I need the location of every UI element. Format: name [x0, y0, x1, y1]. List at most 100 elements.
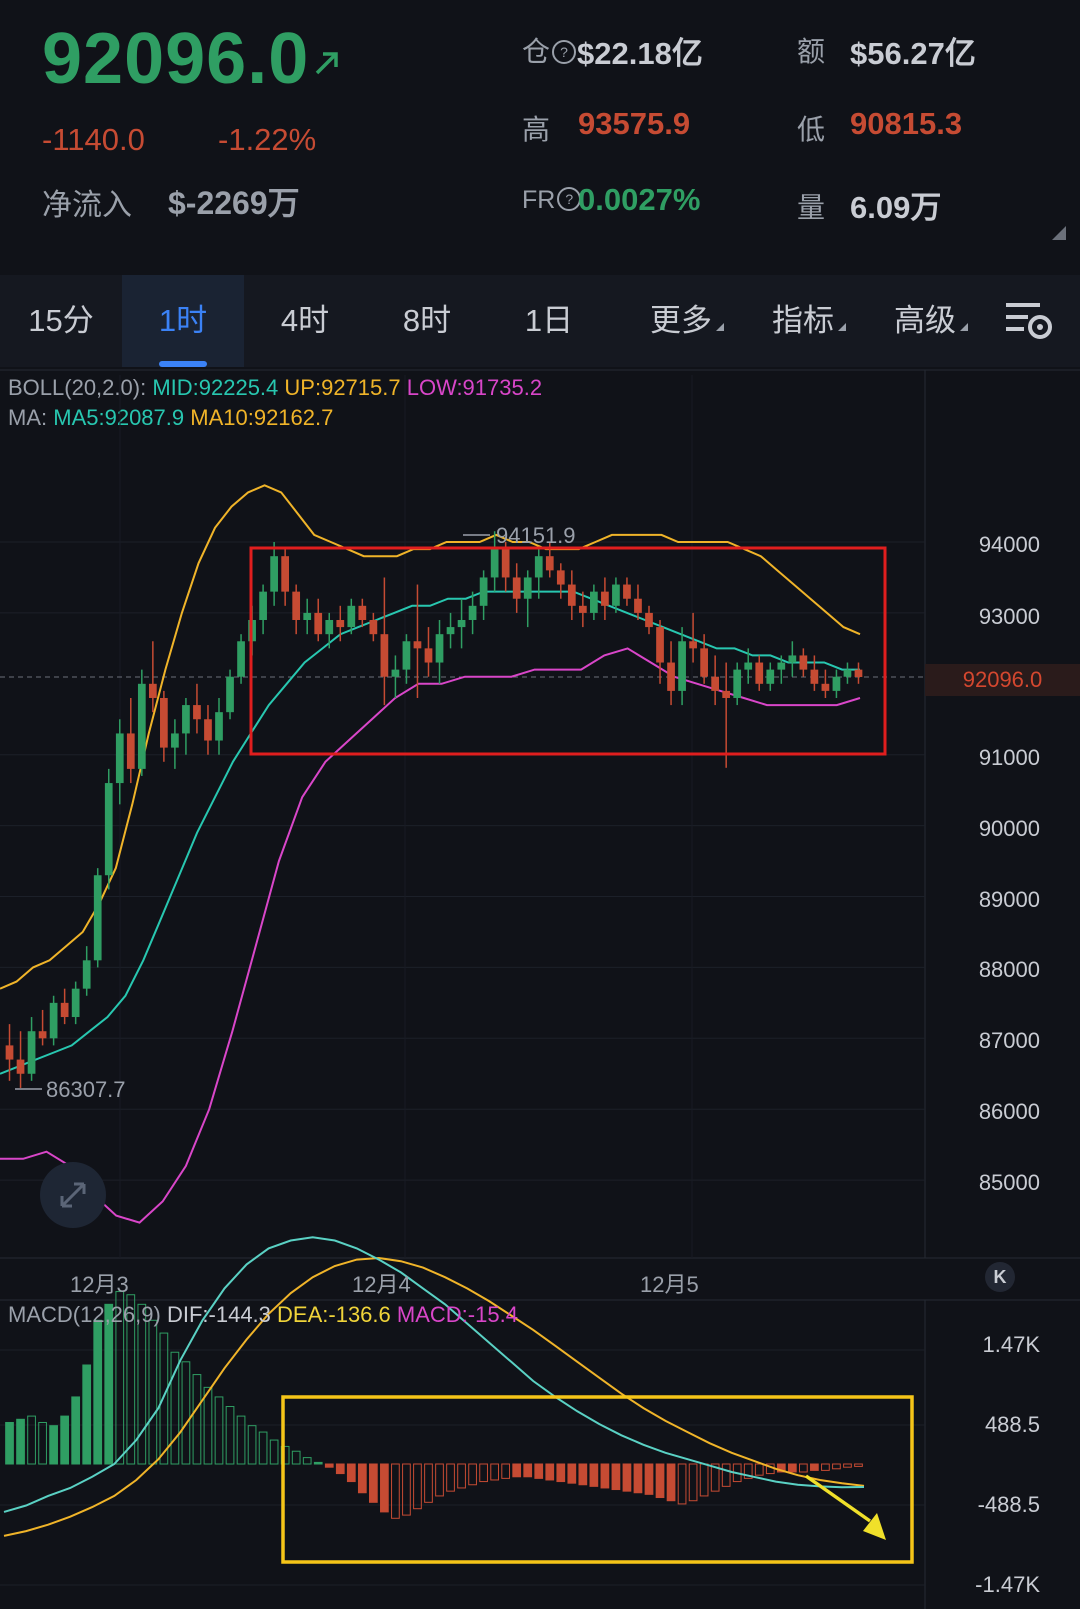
tab-8h[interactable]: 8时 — [402, 303, 452, 338]
candle-body — [821, 683, 830, 691]
candle-body — [292, 591, 301, 620]
candle-body — [215, 712, 223, 741]
open-interest-label: 仓? — [522, 30, 577, 70]
macd-histogram-bar — [346, 1463, 356, 1483]
dif-value: DIF:-144.3 — [166, 1302, 271, 1327]
macd-histogram-bar — [27, 1415, 36, 1465]
tab-1h[interactable]: 1时 — [122, 275, 244, 367]
macd-histogram-bar — [413, 1463, 422, 1510]
candle-body — [402, 641, 411, 670]
candle-body — [700, 648, 708, 677]
macd-histogram-bar — [534, 1463, 544, 1479]
turnover-value: $56.27亿 — [850, 36, 976, 71]
macd-histogram-bar — [743, 1463, 753, 1479]
macd-histogram-bar — [721, 1463, 731, 1487]
macd-histogram-bar — [49, 1425, 58, 1465]
macd-histogram-bar — [501, 1463, 511, 1479]
candle-body — [16, 1059, 25, 1074]
candle-body — [645, 612, 653, 628]
candle-body — [490, 549, 499, 578]
candle-body — [38, 1031, 47, 1039]
net-inflow-value: $-2269万 — [168, 185, 300, 221]
boll-up: UP:92715.7 — [284, 375, 401, 400]
macd-histogram-bar — [821, 1463, 830, 1471]
arrow-up-right-icon — [315, 52, 338, 75]
ma-name: MA: — [8, 405, 48, 430]
ma5-value: MA5:92087.9 — [53, 405, 185, 430]
boll-mid-line — [0, 590, 860, 1075]
price-axis-label: 85000 — [978, 1170, 1040, 1195]
candle-body — [777, 662, 786, 670]
candle-body — [60, 1002, 69, 1018]
dropdown-triangle-icon — [838, 323, 846, 331]
price-axis-label: 94000 — [978, 532, 1040, 557]
dea-value: DEA:-136.6 — [277, 1302, 391, 1327]
macd-histogram-bar — [291, 1450, 301, 1465]
candle-body — [182, 705, 190, 734]
chart-settings-icon[interactable] — [1004, 299, 1056, 343]
candle-body — [27, 1031, 36, 1074]
tab-indicators[interactable]: 指标 — [748, 275, 870, 367]
price-axis-label: 91000 — [978, 745, 1040, 770]
date-axis-label: 12月3 — [70, 1272, 129, 1297]
candle-body — [358, 605, 367, 620]
macd-name: MACD(12,26,9) — [8, 1302, 161, 1327]
tab-more[interactable]: 更多 — [626, 275, 748, 367]
macd-histogram-bar — [38, 1421, 47, 1465]
macd-histogram-bar — [203, 1386, 213, 1465]
macd-histogram-bar — [258, 1431, 268, 1465]
macd-histogram-bar — [435, 1463, 444, 1497]
dropdown-triangle-icon — [960, 323, 968, 331]
funding-rate-label: FR? — [522, 186, 582, 215]
macd-histogram-bar — [170, 1351, 180, 1465]
macd-axis-label: 488.5 — [984, 1412, 1040, 1437]
candle-body — [843, 669, 852, 677]
macd-histogram-bar — [357, 1463, 367, 1494]
macd-histogram-bar — [666, 1463, 676, 1502]
current-price-tag: 92096.0 — [925, 664, 1080, 696]
price-axis-label: 87000 — [978, 1028, 1040, 1053]
tab-1d[interactable]: 1日 — [524, 303, 574, 338]
tab-4h[interactable]: 4时 — [280, 303, 330, 338]
candle-body — [104, 783, 113, 876]
macd-histogram-bar — [137, 1303, 147, 1465]
question-icon[interactable]: ? — [557, 187, 582, 211]
candle-body — [711, 676, 720, 691]
candle-body — [369, 619, 378, 635]
open-interest-value: $22.18亿 — [577, 36, 703, 71]
expand-corner-icon[interactable] — [1052, 226, 1066, 240]
scroll-to-latest-button[interactable]: K — [985, 1262, 1015, 1292]
candle-body — [380, 634, 389, 677]
candle-body — [71, 988, 80, 1018]
candle-body — [578, 605, 587, 613]
candle-body — [204, 719, 212, 741]
price-axis-label: 89000 — [978, 887, 1040, 912]
macd-histogram-bar — [512, 1463, 522, 1478]
candle-body — [755, 662, 764, 684]
candle-body — [5, 1045, 14, 1060]
macd-histogram-bar — [776, 1463, 786, 1473]
high-marker-label: 94151.9 — [496, 523, 576, 548]
candle-body — [435, 634, 444, 663]
candle-body — [270, 556, 278, 592]
macd-histogram-bar — [324, 1463, 334, 1468]
macd-histogram-bar — [369, 1463, 378, 1503]
macd-legend: MACD(12,26,9) DIF:-144.3 DEA:-136.6 MACD… — [8, 1302, 518, 1328]
macd-histogram-bar — [225, 1406, 235, 1465]
macd-axis-label: -488.5 — [977, 1492, 1040, 1517]
question-icon[interactable]: ? — [552, 40, 577, 64]
high-label: 高 — [522, 114, 551, 145]
price-axis-label: 90000 — [978, 816, 1040, 841]
boll-legend: BOLL(20,2.0): MID:92225.4 UP:92715.7 LOW… — [8, 375, 542, 401]
dif-line — [3, 1236, 865, 1513]
candle-body — [788, 655, 797, 663]
macd-histogram-bar — [71, 1396, 81, 1465]
fullscreen-button[interactable] — [40, 1162, 106, 1228]
candle-body — [93, 875, 102, 961]
tab-15m[interactable]: 15分 — [28, 303, 94, 338]
high-value: 93575.9 — [578, 106, 691, 141]
macd-histogram-bar — [214, 1396, 224, 1465]
tab-advanced[interactable]: 高级 — [870, 275, 992, 367]
macd-histogram-bar — [93, 1319, 103, 1465]
